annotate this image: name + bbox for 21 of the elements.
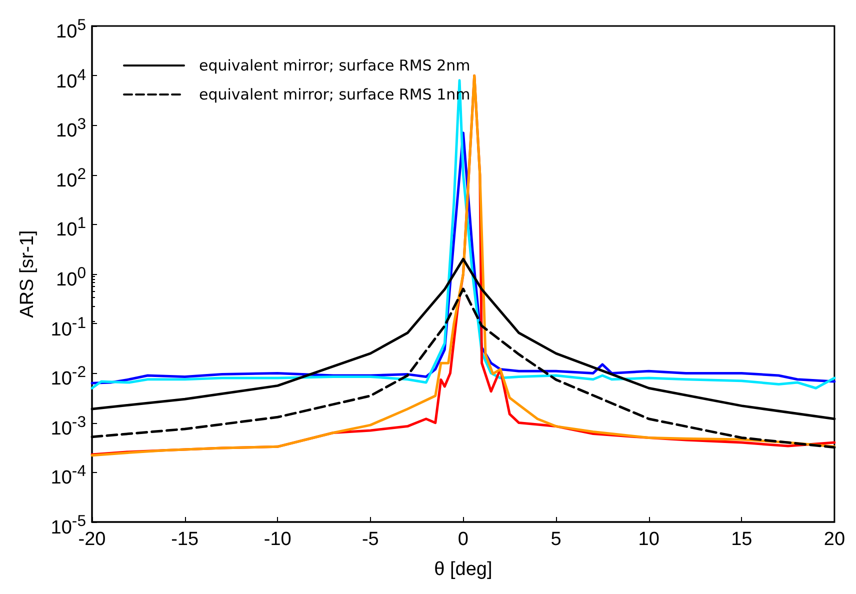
y-tick-label: 10$^{1}$ bbox=[56, 214, 86, 242]
y-tick-label: 10$^{5}$ bbox=[56, 16, 86, 44]
y-tick-label: 10$^{2}$ bbox=[56, 164, 86, 192]
legend-label: equivalent mirror; surface RMS 2nm bbox=[199, 56, 470, 74]
y-axis-title: ARS [sr-1] bbox=[17, 230, 38, 318]
x-tick-label: 15 bbox=[731, 529, 752, 550]
x-tick-label: -15 bbox=[171, 529, 199, 550]
y-tick-label: 10$^{0}$ bbox=[56, 264, 86, 292]
x-axis-title: θ [deg] bbox=[434, 559, 492, 580]
x-tick-label: 0 bbox=[458, 529, 469, 550]
x-tick-label: -10 bbox=[264, 529, 292, 550]
x-tick-label: 20 bbox=[824, 529, 846, 550]
y-tick-label: 10$^{3}$ bbox=[56, 115, 86, 143]
y-tick-label: 10$^{-3}$ bbox=[50, 412, 86, 440]
y-tick-label: 10$^{-4}$ bbox=[50, 462, 86, 490]
y-tick-label: 10$^{-1}$ bbox=[50, 314, 86, 341]
x-tick-label: -5 bbox=[362, 529, 379, 550]
x-tick-label: 10 bbox=[638, 529, 660, 550]
x-tick-label: 5 bbox=[550, 529, 562, 550]
y-tick-label: 10$^{4}$ bbox=[56, 66, 86, 93]
y-tick-label: 10$^{-2}$ bbox=[50, 363, 86, 391]
